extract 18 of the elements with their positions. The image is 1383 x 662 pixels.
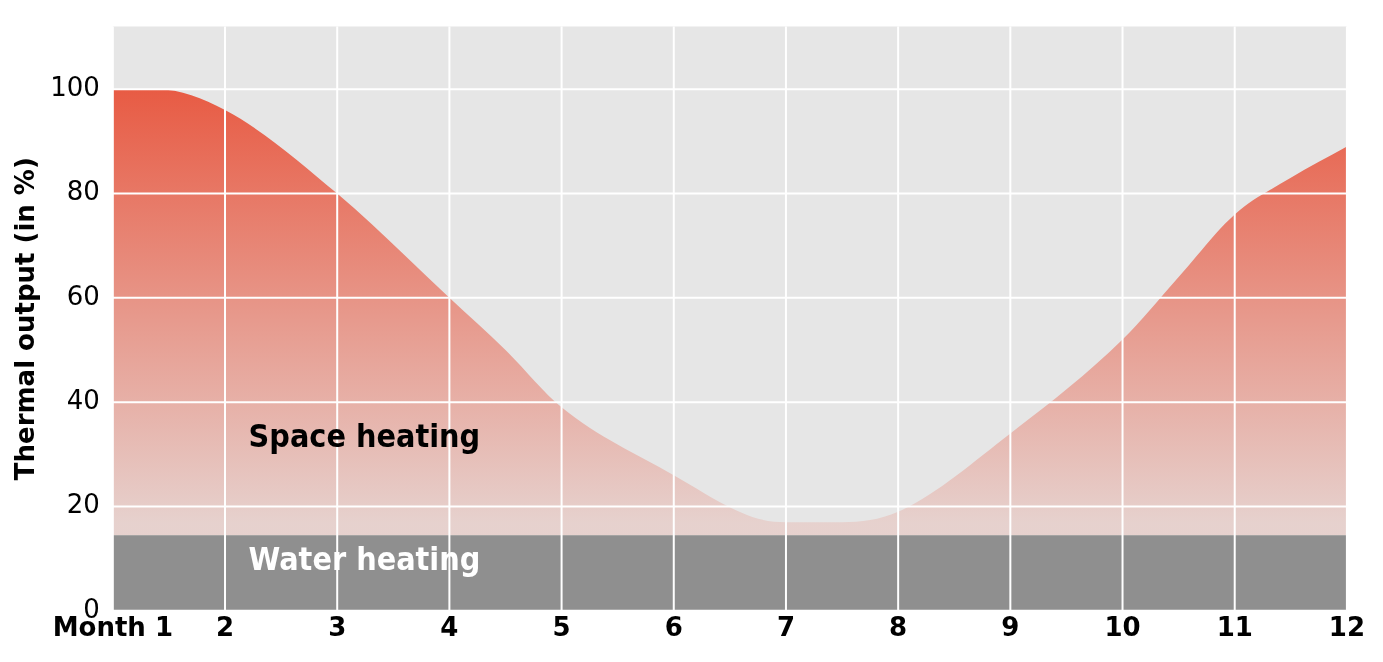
x-tick-label: 6 xyxy=(664,612,683,643)
x-tick-label: 5 xyxy=(552,612,571,643)
x-tick-label: 10 xyxy=(1104,612,1141,643)
y-tick-label: 80 xyxy=(66,176,100,207)
y-tick-label: 20 xyxy=(66,489,100,520)
x-tick-label: 3 xyxy=(328,612,347,643)
x-tick-label: 8 xyxy=(889,612,908,643)
x-tick-label: 11 xyxy=(1216,612,1253,643)
x-tick-label: 2 xyxy=(215,612,235,643)
y-tick-label: 40 xyxy=(66,384,100,415)
x-tick-label: 12 xyxy=(1328,612,1365,643)
y-tick-label: 100 xyxy=(50,71,100,102)
y-axis-title: Thermal output (in %) xyxy=(10,157,41,481)
series-label: Space heating xyxy=(248,417,481,456)
y-tick-label: 60 xyxy=(66,280,100,311)
x-tick-label: 7 xyxy=(776,612,796,643)
x-tick-label: 9 xyxy=(1001,612,1020,643)
x-tick-label: 4 xyxy=(440,612,459,643)
